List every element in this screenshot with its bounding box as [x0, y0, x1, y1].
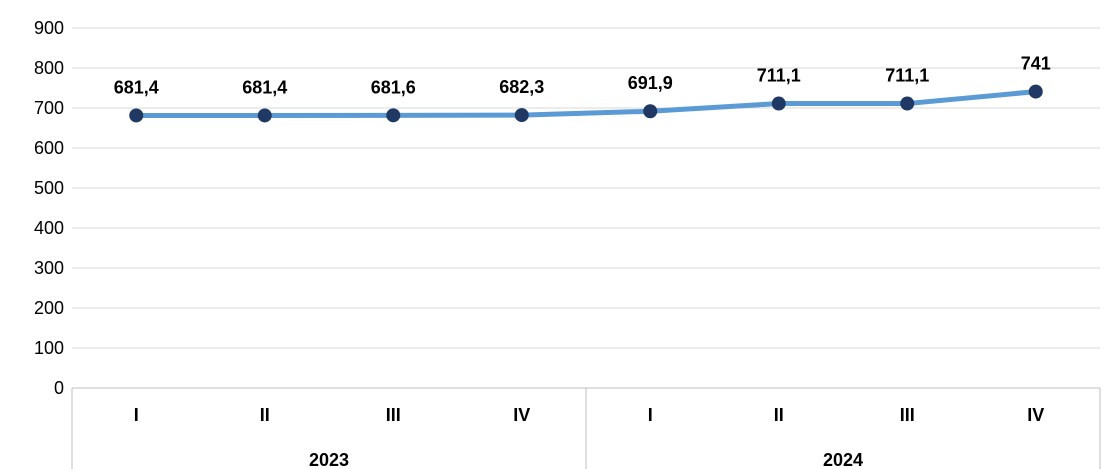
- data-point: [900, 96, 915, 111]
- group-label: 2023: [309, 450, 349, 469]
- data-label: 691,9: [628, 73, 673, 93]
- data-point: [643, 104, 658, 119]
- y-tick-label: 600: [34, 138, 64, 158]
- data-label: 741: [1021, 54, 1051, 74]
- y-tick-label: 0: [54, 378, 64, 398]
- x-tick-label: II: [774, 405, 784, 425]
- y-tick-label: 100: [34, 338, 64, 358]
- y-tick-label: 400: [34, 218, 64, 238]
- x-tick-label: III: [386, 405, 401, 425]
- x-tick-label: IV: [513, 405, 530, 425]
- data-label: 681,4: [114, 77, 159, 97]
- data-label: 681,4: [242, 77, 287, 97]
- x-tick-label: I: [134, 405, 139, 425]
- y-tick-label: 500: [34, 178, 64, 198]
- data-label: 711,1: [757, 66, 801, 86]
- x-tick-label: III: [900, 405, 915, 425]
- x-tick-label: II: [260, 405, 270, 425]
- data-point: [1028, 84, 1043, 99]
- x-tick-label: I: [648, 405, 653, 425]
- data-point: [129, 108, 144, 123]
- x-tick-label: IV: [1027, 405, 1044, 425]
- y-tick-label: 900: [34, 18, 64, 38]
- data-point: [514, 108, 529, 123]
- data-point: [771, 96, 786, 111]
- data-label: 711,1: [885, 66, 929, 86]
- data-point: [257, 108, 272, 123]
- group-label: 2024: [823, 450, 863, 469]
- data-point: [386, 108, 401, 123]
- data-label: 682,3: [499, 77, 544, 97]
- series-line: [133, 89, 1039, 118]
- y-tick-label: 300: [34, 258, 64, 278]
- y-tick-label: 700: [34, 98, 64, 118]
- data-label: 681,6: [371, 77, 416, 97]
- y-tick-label: 200: [34, 298, 64, 318]
- y-tick-label: 800: [34, 58, 64, 78]
